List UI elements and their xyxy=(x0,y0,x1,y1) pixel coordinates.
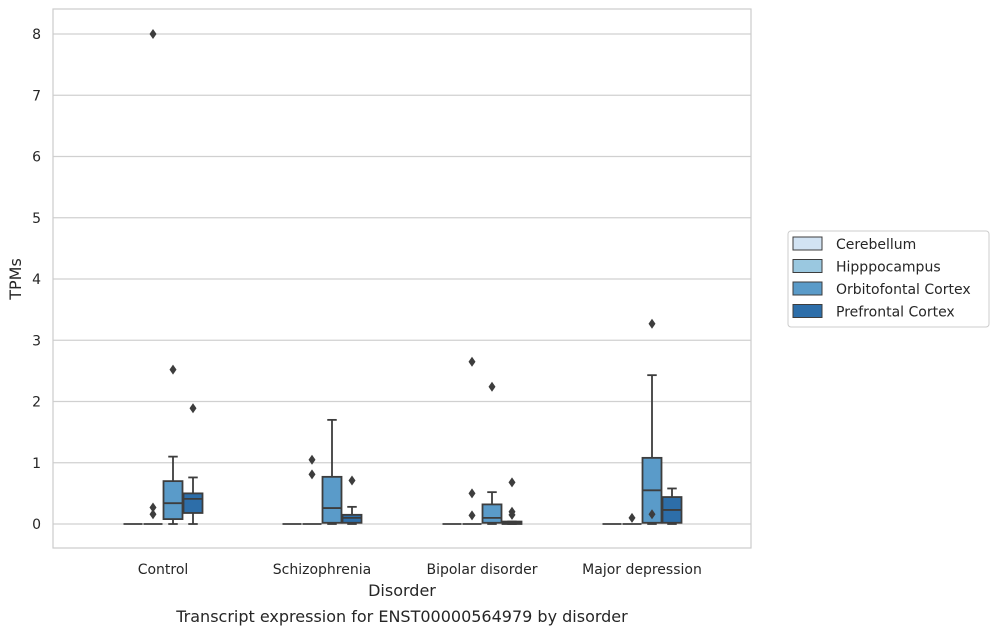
series-orbitofontal-cortex xyxy=(162,318,663,525)
chart-caption: Transcript expression for ENST0000056497… xyxy=(175,607,628,626)
x-tick-label: Major depression xyxy=(582,562,702,578)
outlier-point xyxy=(149,502,157,513)
outlier-point xyxy=(508,477,516,488)
y-tick-label: 4 xyxy=(32,272,41,288)
x-tick-label: Bipolar disorder xyxy=(426,562,537,578)
outlier-point xyxy=(468,510,476,521)
outlier-point xyxy=(468,356,476,367)
series-hipppocampus xyxy=(143,29,642,525)
y-tick-label: 7 xyxy=(32,88,41,104)
legend-frame xyxy=(787,230,990,328)
x-tick-label: Schizophrenia xyxy=(273,562,371,578)
y-tick-label: 2 xyxy=(32,395,41,411)
outlier-point xyxy=(648,509,656,520)
y-tick-label: 3 xyxy=(32,333,41,349)
box-plot-series xyxy=(123,29,683,525)
legend-label: Hipppocampus xyxy=(836,260,941,276)
outlier-point xyxy=(648,318,656,329)
y-tick-label: 5 xyxy=(32,211,41,227)
x-axis-label: Disorder xyxy=(368,581,436,600)
outlier-point xyxy=(308,454,316,465)
outlier-point xyxy=(169,364,177,375)
legend: Cerebellum Hipppocampus Orbitofontal Corte… xyxy=(787,230,990,328)
x-tick-labels: Control Schizophrenia Bipolar disorder Majo… xyxy=(138,562,702,578)
box-iqr xyxy=(182,492,204,514)
outlier-point xyxy=(488,381,496,392)
series-prefrontal-cortex xyxy=(182,403,683,525)
outlier-point xyxy=(468,488,476,499)
legend-label: Prefrontal Cortex xyxy=(836,305,955,321)
legend-label: Orbitofontal Cortex xyxy=(836,282,971,298)
outlier-point xyxy=(308,469,316,480)
outlier-point xyxy=(628,512,636,523)
legend-swatch xyxy=(792,281,823,296)
y-tick-label: 1 xyxy=(32,456,41,472)
legend-swatch xyxy=(792,304,823,318)
y-tick-labels: 0 1 2 3 4 5 6 7 8 xyxy=(32,27,41,533)
y-axis-label: TPMs xyxy=(6,258,25,301)
box-iqr xyxy=(341,513,363,524)
outlier-point xyxy=(508,509,516,520)
legend-swatch xyxy=(792,236,823,251)
legend-label: Cerebellum xyxy=(836,237,916,253)
y-tick-label: 6 xyxy=(32,150,41,166)
plot-area-frame xyxy=(52,8,752,549)
y-gridlines xyxy=(53,33,751,525)
outlier-point xyxy=(189,403,197,414)
outlier-point xyxy=(149,509,157,520)
y-tick-label: 0 xyxy=(32,517,41,533)
box-iqr xyxy=(162,480,184,520)
y-tick-label: 8 xyxy=(32,27,41,43)
box-iqr xyxy=(481,503,503,524)
box-iqr xyxy=(321,475,343,524)
outlier-point xyxy=(348,475,356,486)
x-tick-label: Control xyxy=(138,562,189,578)
outlier-point xyxy=(149,29,157,39)
legend-swatch xyxy=(792,259,823,273)
